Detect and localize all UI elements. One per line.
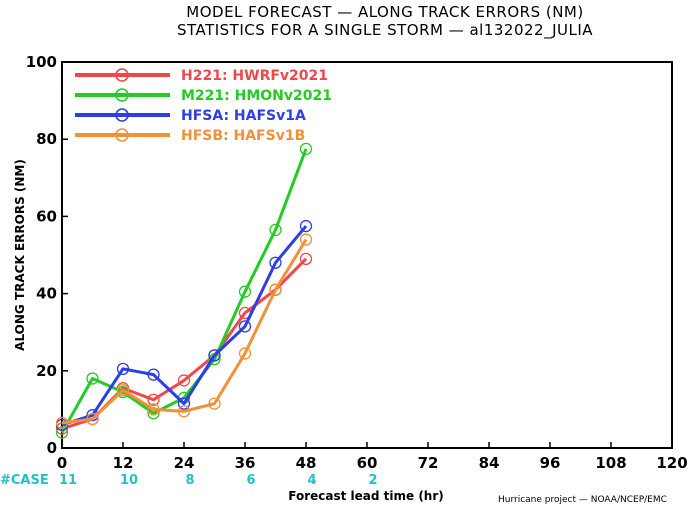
case-count: 6 — [246, 473, 255, 488]
y-tick-label: 60 — [36, 207, 57, 225]
data-point — [269, 283, 282, 296]
data-point — [208, 349, 221, 362]
legend-label: M221: HMONv2021 — [181, 88, 332, 104]
data-point — [177, 374, 191, 387]
legend-entry: M221: HMONv2021 — [75, 88, 332, 104]
series-line — [61, 225, 308, 427]
data-point — [116, 362, 130, 376]
legend-label: H221: HWRFv2021 — [181, 68, 328, 84]
legend: H221: HWRFv2021 M221: HMONv2021 HFSA: HAFS… — [75, 68, 332, 144]
plot-area — [61, 61, 673, 449]
x-tick-label: 36 — [235, 454, 256, 472]
series-1 — [55, 252, 313, 435]
series-line — [61, 238, 308, 425]
legend-label: HFSB: HAFSv1B — [181, 128, 305, 144]
x-tick-label: 48 — [296, 454, 317, 472]
series-layer — [55, 142, 313, 439]
x-tick-label: 12 — [113, 454, 134, 472]
x-tick-label: 108 — [595, 454, 626, 472]
x-tick-label: 96 — [540, 454, 561, 472]
data-point — [147, 403, 160, 416]
x-tick-label: 60 — [357, 454, 378, 472]
data-point — [238, 285, 252, 298]
data-point — [269, 223, 282, 237]
data-point — [177, 405, 191, 418]
y-tick-label: 80 — [36, 130, 57, 148]
x-axis-label: Forecast lead time (hr) — [288, 489, 444, 503]
chart-title-line1: MODEL FORECAST — ALONG TRACK ERRORS (NM) — [186, 3, 583, 21]
y-tick-label: 20 — [36, 362, 57, 380]
legend-swatch-marker — [115, 128, 129, 142]
case-count: 10 — [120, 473, 138, 488]
case-count: 11 — [59, 473, 77, 488]
data-point — [86, 412, 99, 426]
credit-text: Hurricane project — NOAA/NCEP/EMC — [498, 495, 667, 505]
legend-swatch-marker — [115, 108, 129, 122]
x-axis-ticks: 0 12 24 36 48 60 72 84 96 108 120 — [57, 442, 688, 472]
data-point — [55, 426, 69, 439]
y-axis-ticks: 0 20 40 60 80 100 — [26, 53, 68, 457]
case-count-label: #CASE — [0, 473, 49, 488]
series-4 — [55, 233, 313, 430]
data-point — [147, 393, 160, 406]
case-count: 8 — [185, 473, 194, 488]
legend-swatch-marker — [115, 68, 129, 82]
data-point — [177, 397, 191, 410]
data-point — [147, 368, 160, 381]
legend-entry: HFSB: HAFSv1B — [75, 128, 305, 144]
x-tick-label: 84 — [479, 454, 500, 472]
data-point — [208, 397, 221, 410]
data-point — [116, 383, 130, 397]
x-tick-label: 0 — [57, 454, 67, 472]
data-point — [299, 219, 313, 233]
case-counts: 11 10 8 6 4 2 — [59, 473, 378, 488]
legend-entry: HFSA: HAFSv1A — [75, 108, 306, 124]
data-point — [299, 233, 313, 246]
y-tick-label: 100 — [26, 53, 57, 71]
data-point — [55, 416, 69, 430]
legend-entry: H221: HWRFv2021 — [75, 68, 328, 84]
y-axis-label: ALONG TRACK ERRORS (NM) — [13, 159, 27, 351]
data-point — [238, 320, 252, 333]
data-point — [269, 256, 282, 269]
x-tick-label: 120 — [656, 454, 687, 472]
legend-label: HFSA: HAFSv1A — [181, 108, 306, 124]
case-count: 4 — [307, 473, 316, 488]
data-point — [299, 252, 313, 266]
y-tick-label: 40 — [36, 285, 57, 303]
series-line — [60, 148, 308, 434]
legend-swatch-marker — [115, 88, 129, 102]
data-point — [238, 347, 252, 360]
y-tick-label: 0 — [47, 439, 57, 457]
x-tick-label: 24 — [174, 454, 195, 472]
data-point — [55, 422, 69, 435]
series-3 — [55, 219, 313, 431]
x-tick-label: 72 — [418, 454, 439, 472]
case-count: 2 — [368, 473, 377, 488]
data-point — [86, 372, 99, 385]
data-point — [299, 142, 313, 156]
chart-title-line2: STATISTICS FOR A SINGLE STORM — al132022… — [177, 21, 593, 40]
